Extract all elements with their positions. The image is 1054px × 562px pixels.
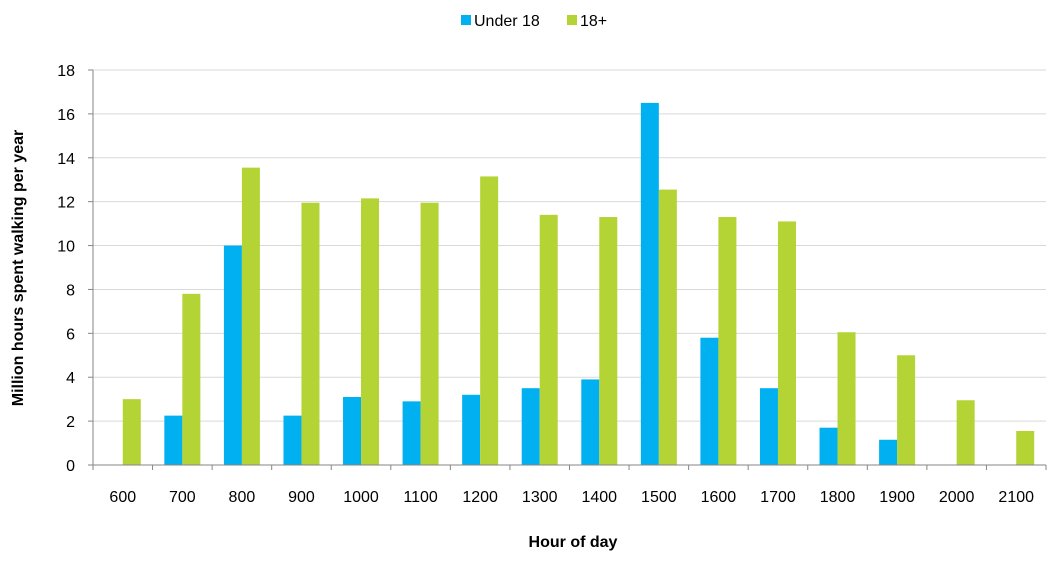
x-tick-label-1700: 1700 bbox=[760, 489, 796, 506]
axes bbox=[88, 69, 1047, 470]
bar-under-18-1600 bbox=[700, 337, 719, 465]
bar-18plus-1400 bbox=[599, 217, 618, 465]
bar-18plus-1900 bbox=[897, 355, 916, 465]
bars bbox=[122, 102, 1035, 466]
bar-18plus-1200 bbox=[480, 176, 499, 466]
x-tick-label-1400: 1400 bbox=[581, 489, 617, 506]
legend: Under 18 18+ bbox=[461, 13, 607, 30]
x-tick-label-1200: 1200 bbox=[462, 489, 498, 506]
bar-18plus-600 bbox=[122, 399, 141, 465]
x-tick-label-800: 800 bbox=[229, 489, 256, 506]
legend-label-18plus: 18+ bbox=[580, 13, 607, 30]
x-tick-label-1300: 1300 bbox=[522, 489, 558, 506]
bar-18plus-2100 bbox=[1016, 430, 1035, 465]
bar-under-18-1500 bbox=[640, 102, 659, 466]
bar-18plus-1600 bbox=[718, 217, 737, 465]
bar-under-18-1000 bbox=[343, 396, 362, 465]
y-tick-label-0: 0 bbox=[66, 458, 75, 475]
bar-under-18-800 bbox=[223, 245, 242, 465]
x-tick-label-1500: 1500 bbox=[641, 489, 677, 506]
bar-under-18-1300 bbox=[521, 388, 540, 465]
bar-under-18-1100 bbox=[402, 401, 421, 465]
x-tick-label-1100: 1100 bbox=[403, 489, 438, 506]
bar-under-18-1400 bbox=[581, 379, 600, 465]
y-tick-label-6: 6 bbox=[66, 326, 75, 343]
bar-under-18-1200 bbox=[462, 394, 481, 465]
y-axis-title: Million hours spent walking per year bbox=[10, 130, 27, 407]
x-tick-label-1800: 1800 bbox=[820, 489, 856, 506]
bar-under-18-1700 bbox=[759, 388, 778, 465]
x-tick-label-600: 600 bbox=[109, 489, 136, 506]
bar-18plus-1000 bbox=[361, 198, 380, 465]
bar-18plus-700 bbox=[182, 293, 201, 465]
bar-under-18-1800 bbox=[819, 427, 838, 465]
x-tick-labels: 600 700 800 900 1000 1100 1200 1300 1400 1500 1600… bbox=[109, 489, 1034, 506]
bar-18plus-1700 bbox=[777, 221, 796, 465]
y-tick-label-8: 8 bbox=[66, 282, 75, 299]
y-tick-label-16: 16 bbox=[57, 107, 75, 124]
bar-18plus-1300 bbox=[539, 214, 558, 465]
bar-18plus-2000 bbox=[956, 400, 975, 465]
y-tick-label-14: 14 bbox=[57, 151, 75, 168]
y-tick-labels: 0 2 4 6 8 10 12 14 16 18 bbox=[57, 63, 75, 475]
legend-label-under-18: Under 18 bbox=[474, 13, 540, 30]
x-tick-label-1000: 1000 bbox=[343, 489, 379, 506]
bar-under-18-1900 bbox=[879, 439, 898, 465]
legend-swatch-18plus bbox=[567, 15, 577, 25]
y-tick-label-10: 10 bbox=[57, 239, 75, 256]
bar-18plus-1800 bbox=[837, 332, 856, 465]
x-tick-label-2000: 2000 bbox=[939, 489, 975, 506]
y-tick-label-12: 12 bbox=[57, 195, 75, 212]
x-tick-label-1900: 1900 bbox=[879, 489, 915, 506]
y-tick-label-4: 4 bbox=[66, 370, 75, 387]
x-tick-label-700: 700 bbox=[169, 489, 196, 506]
legend-swatch-under-18 bbox=[461, 15, 471, 25]
x-tick-label-1600: 1600 bbox=[701, 489, 737, 506]
y-tick-label-2: 2 bbox=[66, 414, 75, 431]
y-tick-label-18: 18 bbox=[57, 63, 75, 80]
bar-18plus-900 bbox=[301, 202, 320, 465]
bar-18plus-1500 bbox=[658, 189, 677, 465]
bar-18plus-800 bbox=[241, 167, 260, 465]
x-tick-label-900: 900 bbox=[288, 489, 315, 506]
x-tick-label-2100: 2100 bbox=[998, 489, 1034, 506]
bar-under-18-700 bbox=[164, 415, 183, 465]
bar-under-18-900 bbox=[283, 415, 302, 465]
x-axis-title: Hour of day bbox=[529, 534, 618, 551]
bar-18plus-1100 bbox=[420, 202, 439, 465]
